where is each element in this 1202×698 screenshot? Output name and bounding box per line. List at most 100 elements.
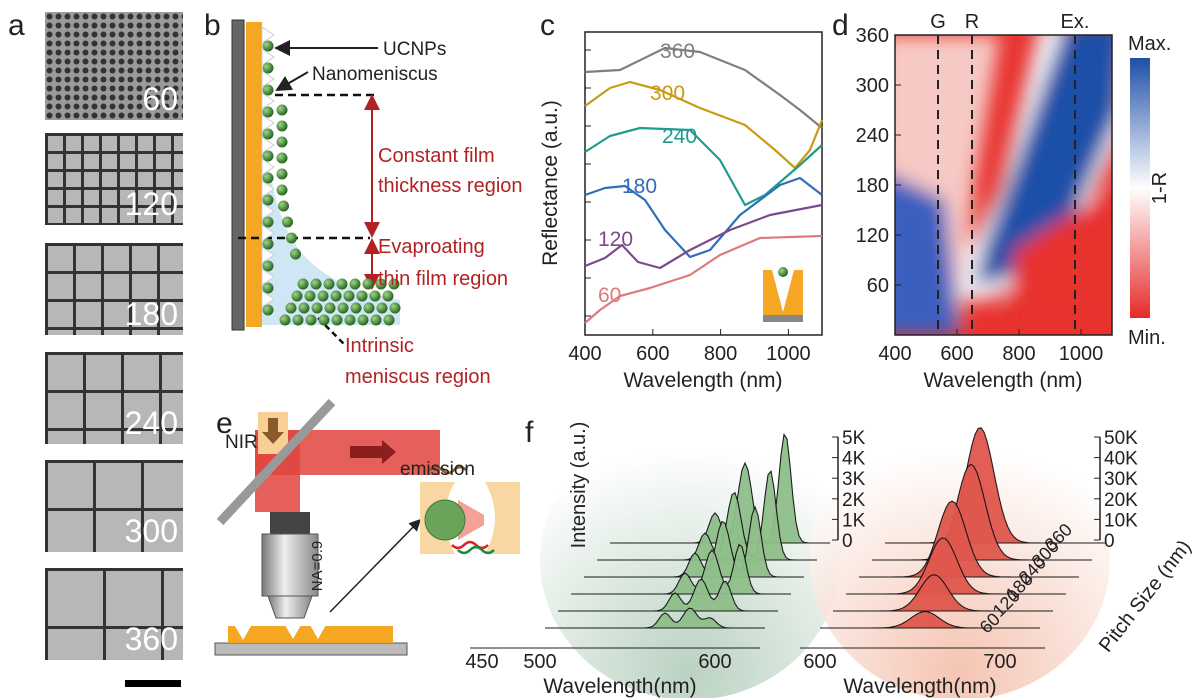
particle — [324, 302, 336, 314]
particle — [291, 290, 303, 302]
spectrum-slice — [545, 607, 765, 629]
particle — [276, 152, 288, 164]
label: Wavelength (nm) — [923, 369, 1082, 392]
particle — [310, 278, 322, 290]
pitch-label: 60 — [142, 81, 178, 117]
scale-bar — [125, 680, 181, 687]
y-tick-label: 0 — [1104, 531, 1115, 552]
label: Min. — [1128, 327, 1166, 349]
curve-label: 180 — [622, 175, 657, 198]
label: Ex. — [1061, 11, 1090, 33]
label: R — [965, 11, 979, 33]
label: Intrinsic — [345, 335, 414, 357]
y-tick-label: 180 — [856, 175, 889, 197]
y-tick-label: 300 — [856, 75, 889, 97]
inset-base — [763, 315, 803, 322]
particle — [262, 128, 274, 140]
curve-label: 60 — [598, 284, 621, 307]
panel-label: d — [832, 9, 849, 42]
spectrum-slice — [872, 463, 1092, 561]
particle — [298, 302, 310, 314]
y-tick-label: 360 — [856, 25, 889, 47]
label: UCNPs — [383, 39, 446, 60]
particle — [262, 62, 274, 74]
label: Wavelength(nm) — [543, 675, 696, 698]
particle — [336, 278, 348, 290]
particle — [262, 150, 274, 162]
y-tick-label: 3K — [842, 469, 866, 490]
spectrum-slice — [820, 610, 1040, 629]
curve-label: 120 — [598, 228, 633, 251]
label: Wavelength (nm) — [623, 369, 782, 392]
spectrum-slice — [833, 574, 1053, 612]
particle — [262, 304, 274, 316]
heatmap — [895, 35, 1112, 335]
nanoparticles — [261, 26, 401, 326]
particle — [282, 216, 293, 228]
x-tick-label: 500 — [523, 651, 556, 673]
particle — [362, 278, 374, 290]
panel-label: f — [525, 416, 534, 449]
label: thickness region — [378, 175, 523, 197]
particle — [262, 106, 274, 118]
particle — [262, 194, 274, 206]
particle — [350, 302, 362, 314]
label: Nanomeniscus — [312, 64, 438, 85]
particle — [262, 260, 274, 272]
spectrum-curve — [584, 80, 824, 170]
particle — [382, 290, 394, 302]
particle — [376, 302, 388, 314]
label: NIR — [225, 432, 258, 453]
particle — [262, 238, 274, 250]
y-tick-label: 5K — [842, 428, 866, 449]
particle — [330, 290, 342, 302]
meniscus — [261, 202, 275, 220]
particle — [276, 120, 288, 132]
particle — [276, 168, 288, 180]
panel-label: a — [8, 9, 25, 42]
x-tick-label: 1000 — [1059, 343, 1104, 365]
y-tick-label: 50K — [1104, 428, 1138, 449]
meniscus — [261, 290, 275, 308]
curve-label: 300 — [650, 82, 685, 105]
y-tick-label: 20K — [1104, 490, 1138, 511]
meniscus — [261, 224, 275, 242]
particle — [276, 184, 288, 196]
particle — [369, 290, 381, 302]
panel-label: e — [216, 407, 233, 440]
particle — [292, 314, 304, 326]
spectrum-slice — [558, 578, 778, 612]
particle — [343, 290, 355, 302]
particle — [262, 172, 274, 184]
meniscus — [261, 26, 275, 44]
spectrum-slice — [885, 427, 1105, 544]
y-tick-label: 120 — [856, 225, 889, 247]
x-tick-label: 800 — [1002, 343, 1035, 365]
particle — [370, 314, 382, 326]
particle — [318, 314, 330, 326]
x-tick-label: 450 — [465, 651, 498, 673]
meniscus — [261, 158, 275, 176]
sem-image — [45, 133, 183, 225]
particle — [317, 290, 329, 302]
particle — [297, 278, 309, 290]
spectrum-curve — [584, 126, 823, 207]
meniscus — [261, 268, 275, 286]
meniscus — [261, 246, 275, 264]
particle — [356, 290, 368, 302]
y-tick-label: 2K — [842, 490, 866, 511]
spectrum-slice — [846, 537, 1066, 595]
particle — [331, 314, 343, 326]
meniscus — [261, 180, 275, 198]
sem-image — [45, 568, 183, 660]
pitch-label: 300 — [125, 513, 178, 549]
particle — [389, 302, 401, 314]
particle — [278, 200, 289, 212]
panel-label: b — [204, 9, 221, 42]
meniscus-diagram — [231, 19, 400, 346]
label: 1-R — [1149, 172, 1171, 204]
particle — [276, 136, 288, 148]
label: Reflectance (a.u.) — [539, 100, 562, 266]
curve-label: 360 — [660, 40, 695, 63]
